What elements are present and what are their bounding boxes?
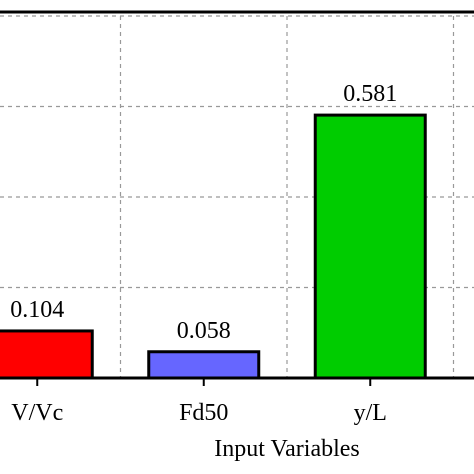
bar [0, 329, 94, 380]
x-tick-label: Fd50 [179, 400, 228, 426]
value-label: 0.058 [177, 318, 231, 344]
x-tick-label: y/L [354, 400, 387, 426]
bar [313, 113, 427, 380]
x-tick-label: V/Vc [11, 400, 63, 426]
bar [147, 350, 261, 380]
x-axis-label: Input Variables [214, 436, 360, 462]
value-label: 0.581 [343, 81, 397, 107]
value-label: 0.104 [10, 297, 64, 323]
